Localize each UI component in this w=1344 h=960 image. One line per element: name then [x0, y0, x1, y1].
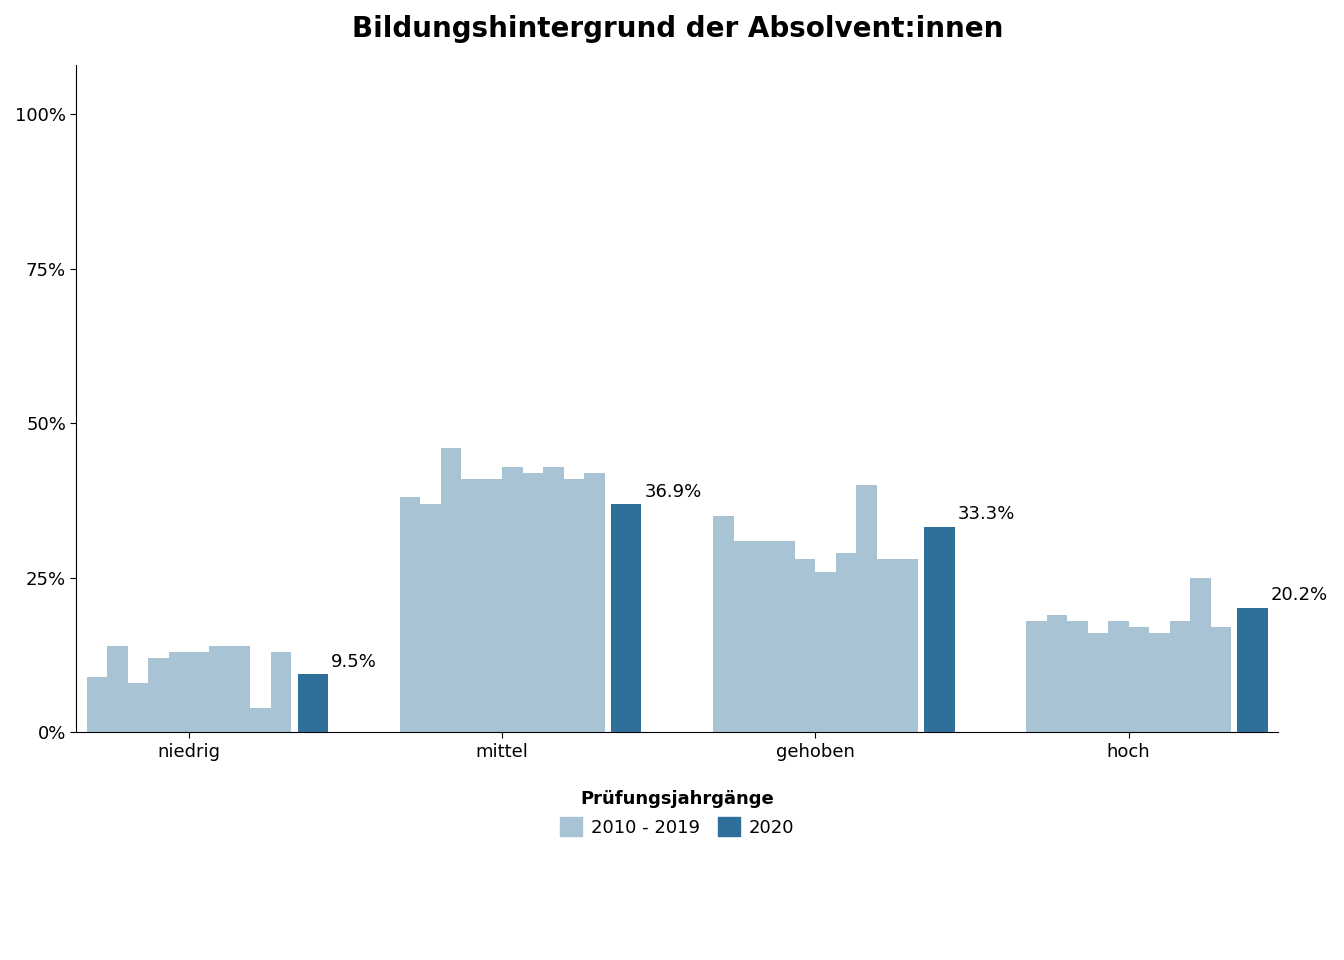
Bar [1027, 621, 1047, 732]
Bar [734, 540, 754, 732]
Bar [503, 467, 523, 732]
Bar [794, 560, 816, 732]
Bar [876, 560, 898, 732]
Text: 36.9%: 36.9% [645, 483, 702, 501]
Bar [1067, 621, 1087, 732]
Bar [836, 553, 856, 732]
Bar [168, 652, 190, 732]
Bar [401, 497, 421, 732]
Bar [923, 526, 954, 732]
Bar [210, 646, 230, 732]
Bar [1236, 608, 1267, 732]
Bar [1109, 621, 1129, 732]
Bar [1129, 627, 1149, 732]
Bar [714, 516, 734, 732]
Legend: 2010 - 2019, 2020: 2010 - 2019, 2020 [560, 790, 794, 837]
Bar [1189, 578, 1211, 732]
Bar [128, 683, 148, 732]
Bar [585, 472, 605, 732]
Text: 20.2%: 20.2% [1271, 587, 1328, 605]
Bar [230, 646, 250, 732]
Bar [1087, 634, 1109, 732]
Bar [297, 674, 328, 732]
Bar [441, 448, 461, 732]
Text: 33.3%: 33.3% [958, 505, 1015, 523]
Text: 9.5%: 9.5% [331, 653, 378, 670]
Bar [774, 540, 794, 732]
Bar [86, 677, 108, 732]
Bar [523, 472, 543, 732]
Bar [271, 652, 292, 732]
Bar [1169, 621, 1189, 732]
Bar [856, 485, 876, 732]
Bar [481, 479, 503, 732]
Bar [543, 467, 563, 732]
Bar [898, 560, 918, 732]
Title: Bildungshintergrund der Absolvent:innen: Bildungshintergrund der Absolvent:innen [352, 15, 1003, 43]
Bar [816, 571, 836, 732]
Bar [461, 479, 481, 732]
Bar [563, 479, 585, 732]
Bar [1047, 615, 1067, 732]
Bar [1149, 634, 1169, 732]
Bar [148, 659, 168, 732]
Bar [1211, 627, 1231, 732]
Bar [250, 708, 271, 732]
Bar [754, 540, 774, 732]
Bar [421, 504, 441, 732]
Bar [190, 652, 210, 732]
Bar [610, 504, 641, 732]
Bar [108, 646, 128, 732]
